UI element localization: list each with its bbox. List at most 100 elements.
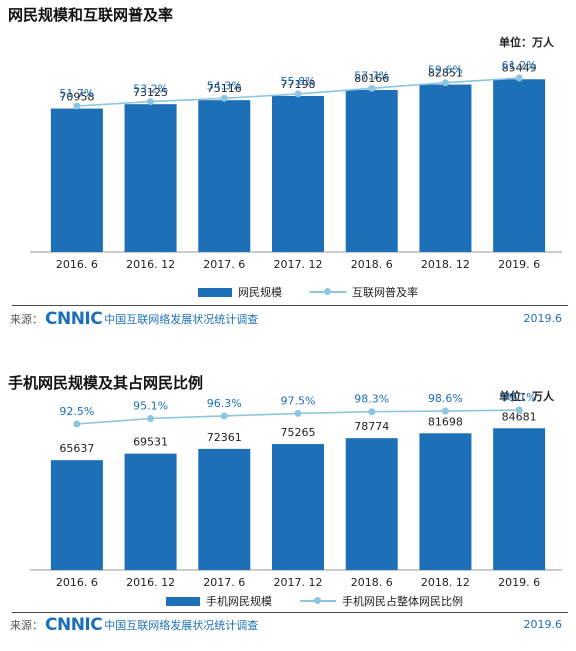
bar-value-label: 70958	[59, 91, 94, 104]
bar-value-label: 65637	[59, 442, 94, 455]
line-point	[368, 408, 376, 416]
x-tick-label: 2017. 12	[274, 258, 323, 270]
legend-bar-swatch	[166, 596, 200, 606]
bar-value-label: 85449	[502, 61, 537, 74]
line-value-label: 98.3%	[354, 393, 389, 406]
line-value-label: 54.3%	[207, 79, 242, 92]
legend-item-line: 手机网民占整体网民比例	[300, 593, 463, 609]
source-label: 来源：	[10, 619, 43, 632]
bar	[345, 438, 398, 570]
x-tick-label: 2018. 12	[421, 258, 470, 270]
line-point	[220, 412, 228, 420]
line-point	[515, 406, 523, 414]
chart-legend: 网民规模 互联网普及率	[198, 284, 446, 300]
legend-label: 互联网普及率	[352, 286, 418, 299]
line-point	[294, 90, 302, 98]
line-value-label: 59.6%	[428, 64, 463, 77]
line-value-label: 99.1%	[502, 391, 537, 404]
bar	[198, 100, 251, 252]
bar	[419, 433, 472, 570]
line-point	[515, 74, 523, 82]
x-tick-label: 2018. 12	[421, 576, 470, 589]
divider	[12, 305, 568, 306]
bar	[493, 79, 546, 252]
line-value-label: 51.7%	[59, 87, 94, 100]
bar	[124, 453, 177, 570]
bar	[272, 95, 324, 252]
x-tick-label: 2019. 6	[498, 258, 540, 270]
source-line: 来源： CNNIC 中国互联网络发展状况统计调查	[10, 309, 258, 329]
x-tick-label: 2016. 12	[126, 576, 175, 589]
line-value-label: 96.3%	[207, 397, 242, 410]
bar-value-label: 84681	[502, 410, 537, 423]
source-report: 中国互联网络发展状况统计调查	[104, 313, 259, 326]
legend-label: 手机网民占整体网民比例	[342, 595, 463, 608]
x-tick-label: 2016. 6	[56, 258, 98, 270]
x-tick-label: 2019. 6	[498, 576, 540, 589]
x-tick-label: 2018. 6	[351, 258, 393, 270]
legend-item-line: 互联网普及率	[310, 284, 418, 300]
line-value-label: 55.8%	[281, 75, 316, 88]
line-point	[73, 102, 81, 110]
line-point	[147, 98, 155, 106]
line-point	[441, 407, 449, 415]
bar-value-label: 81698	[428, 415, 463, 428]
bar-value-label: 82851	[428, 67, 463, 80]
x-tick-label: 2016. 12	[126, 258, 175, 270]
x-tick-label: 2016. 6	[56, 576, 98, 589]
chart-panel-1: 网民规模和互联网普及率 单位：万人 70958 2016. 6 73125 2016.…	[8, 6, 568, 329]
chart-plot-area: 70958 2016. 6 73125 2016. 12 75116 2017. 6 771…	[30, 59, 562, 270]
bar-value-label: 75265	[281, 426, 316, 439]
line-point	[220, 94, 228, 102]
bar	[272, 444, 324, 570]
bar-value-label: 69531	[133, 436, 168, 449]
source-line: 来源： CNNIC 中国互联网络发展状况统计调查	[10, 615, 258, 635]
line-point	[441, 79, 449, 87]
line-value-label: 57.7%	[354, 69, 389, 82]
cnnic-logo: CNNIC	[45, 309, 103, 329]
line-point	[368, 84, 376, 92]
x-tick-label: 2018. 6	[351, 576, 393, 589]
bar-value-label: 72361	[207, 431, 242, 444]
legend-item-bar: 网民规模	[198, 284, 282, 300]
bar	[50, 460, 103, 570]
line-point	[294, 409, 302, 417]
line-point	[147, 414, 155, 422]
line-value-label: 61.2%	[502, 59, 537, 72]
chart-title: 网民规模和互联网普及率	[8, 6, 174, 24]
x-tick-label: 2017. 12	[274, 576, 323, 589]
bar-value-label: 80166	[354, 72, 389, 85]
bar-value-label: 73125	[133, 86, 168, 99]
bar-value-label: 77198	[281, 78, 316, 91]
chart-title: 手机网民规模及其占网民比例	[8, 374, 204, 392]
line-value-label: 98.6%	[428, 392, 463, 405]
legend-label: 手机网民规模	[206, 595, 272, 608]
bar	[493, 428, 546, 570]
bar	[124, 104, 177, 252]
legend-item-bar: 手机网民规模	[166, 593, 272, 609]
bar	[198, 448, 251, 570]
divider	[12, 612, 568, 613]
x-tick-label: 2017. 6	[203, 258, 245, 270]
chart-plot-area: 65637 2016. 6 69531 2016. 12 72361 2017. 6 752…	[30, 391, 562, 589]
bar-value-label: 78774	[354, 420, 389, 433]
line-value-label: 53.2%	[133, 83, 168, 96]
line-point	[73, 420, 81, 428]
chart-legend: 手机网民规模 手机网民占整体网民比例	[166, 593, 491, 609]
source-year: 2019.6	[523, 618, 563, 631]
cnnic-logo: CNNIC	[45, 615, 103, 635]
legend-line-swatch	[300, 596, 336, 606]
source-report: 中国互联网络发展状况统计调查	[104, 619, 259, 632]
line-value-label: 97.5%	[281, 394, 316, 407]
source-label: 来源：	[10, 313, 43, 326]
source-year: 2019.6	[523, 312, 563, 325]
bar	[345, 89, 398, 252]
x-tick-label: 2017. 6	[203, 576, 245, 589]
line-value-label: 92.5%	[59, 405, 94, 418]
legend-line-swatch	[310, 287, 346, 297]
legend-bar-swatch	[198, 287, 232, 297]
legend-label: 网民规模	[238, 286, 282, 299]
unit-label: 单位：万人	[499, 36, 554, 49]
bar	[419, 84, 472, 252]
